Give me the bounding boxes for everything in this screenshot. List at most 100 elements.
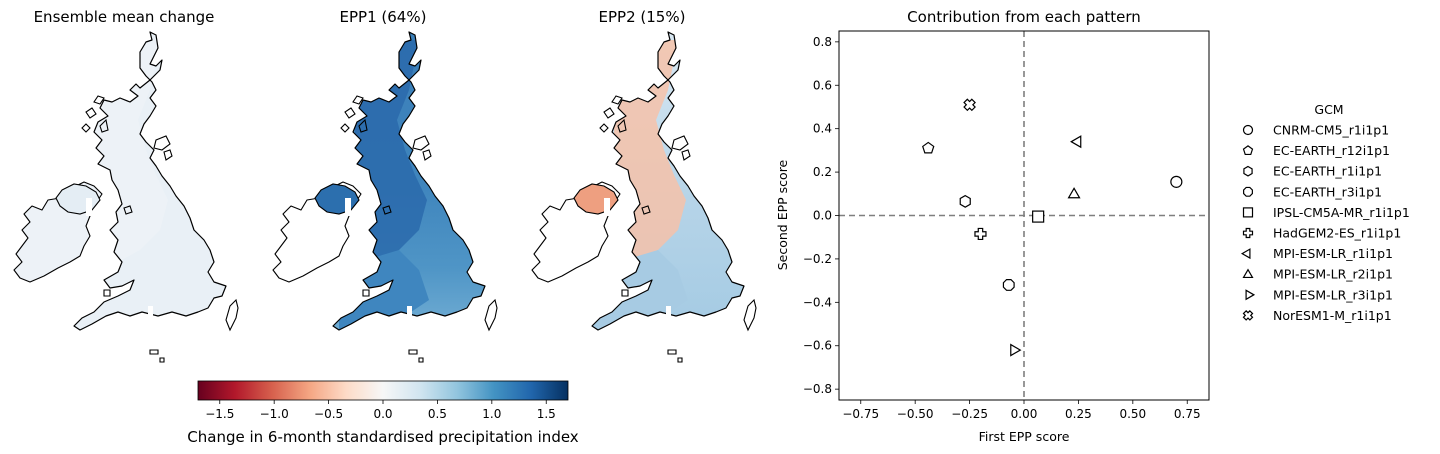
island-outline xyxy=(93,95,105,105)
great-britain-outline xyxy=(332,31,486,331)
y-tick-label: 0.0 xyxy=(813,209,832,223)
island-outline xyxy=(123,205,133,215)
chart-title: Contribution from each pattern xyxy=(907,8,1141,26)
island-outline xyxy=(677,357,683,363)
y-tick-label: −0.8 xyxy=(803,382,832,396)
data-point-triangle-up-marker xyxy=(1067,187,1081,199)
colorbar-tick-label: 1.5 xyxy=(537,407,556,421)
missing-data-cell xyxy=(86,198,92,216)
legend-title: GCM xyxy=(1314,102,1343,117)
island-outline xyxy=(671,135,689,151)
x-tick-label: 0.00 xyxy=(1011,407,1038,421)
x-tick-label: −0.50 xyxy=(897,407,934,421)
colorbar-tick-label: −1.0 xyxy=(260,407,289,421)
colorbar-gradient xyxy=(197,380,569,401)
island-outline xyxy=(81,123,91,133)
data-point-triangle-right-marker xyxy=(1010,343,1022,357)
legend-items: CNRM-CM5_r1i1p1 EC-EARTH_r12i1p1 EC-EARTH_… xyxy=(1240,123,1410,323)
missing-data-cell xyxy=(666,306,671,320)
data-point-triangle-left-marker xyxy=(1070,135,1082,149)
colorbar-tick-label: 0.0 xyxy=(373,407,392,421)
island-outline xyxy=(340,123,350,133)
y-tick-label: −0.4 xyxy=(803,295,832,309)
legend-item-label: NorESM1-M_r1i1p1 xyxy=(1273,308,1392,323)
legend-x-marker xyxy=(1242,310,1254,321)
x-tick-label: 0.25 xyxy=(1065,407,1092,421)
colorbar: −1.5 −1.0 −0.5 0.0 0.5 1.0 1.5 Change in 6-mon… xyxy=(187,380,579,446)
island-outline xyxy=(743,298,757,332)
legend-item-label: IPSL-CM5A-MR_r1i1p1 xyxy=(1273,205,1410,220)
island-outline xyxy=(611,95,623,105)
missing-data-cell xyxy=(345,198,351,216)
legend: GCM CNRM-CM5_r1i1p1 EC-EARTH_r12i1p1 EC-EA… xyxy=(1240,102,1410,323)
map-panel-ensemble-mean: Ensemble mean change xyxy=(13,8,239,363)
island-outline xyxy=(418,357,424,363)
missing-data-cell xyxy=(604,198,610,216)
x-tick-label: 0.75 xyxy=(1174,407,1201,421)
y-tick-label: −0.2 xyxy=(803,252,832,266)
map-panel-epp2: EPP2 (15%) xyxy=(531,8,757,363)
y-axis-label: Second EPP score xyxy=(775,159,790,270)
data-point-circle-marker xyxy=(1170,175,1183,188)
island-outline xyxy=(412,135,430,151)
legend-item-label: MPI-ESM-LR_r3i1p1 xyxy=(1273,287,1393,302)
data-point-octagon-marker xyxy=(1002,279,1015,291)
data-point-pentagon-marker xyxy=(922,141,935,154)
legend-item-label: CNRM-CM5_r1i1p1 xyxy=(1273,123,1389,138)
island-outline xyxy=(85,107,97,119)
island-outline xyxy=(422,149,432,161)
legend-circle-marker xyxy=(1242,124,1254,136)
y-tick-label: 0.8 xyxy=(813,35,832,49)
island-outline xyxy=(352,95,364,105)
island-outline xyxy=(225,298,239,332)
y-tick-label: −0.6 xyxy=(803,339,832,353)
y-axis-ticks: −0.8 −0.6 −0.4 −0.2 0.0 0.2 0.4 0.6 0.8 xyxy=(803,35,839,396)
colorbar-tick-label: −0.5 xyxy=(314,407,343,421)
missing-data-cell xyxy=(407,306,412,320)
colorbar-ticks: −1.5 −1.0 −0.5 0.0 0.5 1.0 1.5 xyxy=(205,400,556,421)
data-point-x-marker xyxy=(963,98,976,112)
x-tick-label: 0.50 xyxy=(1119,407,1146,421)
y-tick-label: 0.4 xyxy=(813,122,832,136)
colorbar-tick-label: 1.0 xyxy=(482,407,501,421)
colorbar-label: Change in 6-month standardised precipita… xyxy=(187,428,579,446)
legend-triangle-up-marker xyxy=(1242,268,1254,279)
legend-item-label: MPI-ESM-LR_r1i1p1 xyxy=(1273,246,1393,261)
gb-fill xyxy=(74,32,226,330)
legend-plus-marker xyxy=(1242,227,1254,239)
island-outline xyxy=(599,123,609,133)
gb-fill xyxy=(592,32,744,330)
x-tick-label: −0.25 xyxy=(951,407,988,421)
legend-octagon-marker xyxy=(1243,186,1253,197)
x-axis-label: First EPP score xyxy=(979,429,1070,444)
map-title: EPP2 (15%) xyxy=(599,8,686,26)
legend-item-label: MPI-ESM-LR_r2i1p1 xyxy=(1273,267,1393,282)
map-title: Ensemble mean change xyxy=(34,8,215,26)
great-britain-outline xyxy=(591,31,745,331)
island-outline xyxy=(344,107,356,119)
island-outline xyxy=(362,289,370,297)
data-point-hexagon-marker xyxy=(959,194,971,208)
y-tick-label: 0.6 xyxy=(813,78,832,92)
legend-item-label: HadGEM2-ES_r1i1p1 xyxy=(1273,226,1401,241)
missing-data-cell xyxy=(148,306,153,320)
map-panel-epp1: EPP1 (64%) xyxy=(272,8,498,363)
legend-item-label: EC-EARTH_r1i1p1 xyxy=(1273,164,1382,179)
great-britain-outline xyxy=(73,31,227,331)
island-outline xyxy=(641,205,651,215)
data-point-square-marker xyxy=(1032,210,1045,223)
x-axis-ticks: −0.75 −0.50 −0.25 0.00 0.25 0.50 0.75 xyxy=(842,400,1201,421)
scatter-plot: Contribution from each pattern −0.75 −0.5… xyxy=(775,8,1210,444)
island-outline xyxy=(159,357,165,363)
legend-item-label: EC-EARTH_r12i1p1 xyxy=(1273,143,1390,158)
island-outline xyxy=(484,298,498,332)
reference-lines xyxy=(839,31,1209,400)
legend-triangle-left-marker xyxy=(1240,248,1251,260)
island-outline xyxy=(99,118,109,133)
island-outline xyxy=(163,149,173,161)
data-points xyxy=(922,98,1183,357)
legend-item-label: EC-EARTH_r3i1p1 xyxy=(1273,184,1382,199)
island-outline xyxy=(382,205,392,215)
island-outline xyxy=(408,349,418,355)
